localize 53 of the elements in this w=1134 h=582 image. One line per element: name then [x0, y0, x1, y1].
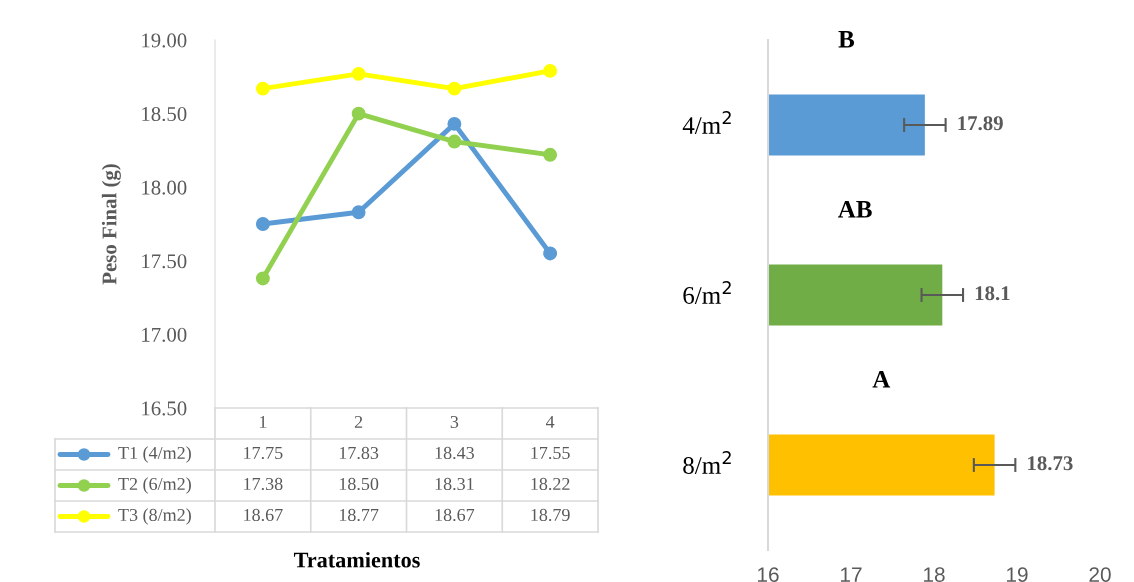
- y-tick-label: 6/m$^{2}$: [683, 281, 731, 304]
- y-tick-label: 18.50: [142, 106, 187, 122]
- point: [543, 63, 558, 78]
- x-tick-label: 16: [758, 567, 779, 582]
- point: [447, 81, 462, 96]
- category-label: 1: [259, 415, 267, 428]
- point: [543, 147, 558, 162]
- data-label: 17.75: [244, 446, 283, 460]
- data-label: 18.79: [531, 508, 570, 522]
- point: [447, 134, 462, 149]
- x-tick-label: 19: [1007, 567, 1028, 582]
- point: [255, 271, 270, 286]
- data-label: 18.43: [435, 446, 474, 460]
- point: [447, 116, 462, 131]
- y-tick-label: 17.50: [142, 254, 187, 269]
- y-tick-label: 19.00: [142, 33, 187, 48]
- x-tick-label: 20: [1089, 567, 1111, 582]
- data-label: 17.83: [339, 446, 379, 460]
- annotation: B: [838, 31, 855, 48]
- data-label: 17.89: [958, 116, 1003, 131]
- point: [351, 205, 366, 220]
- x-tick-label: 17: [841, 567, 862, 582]
- data-label: 18.67: [244, 508, 283, 522]
- data-label: 17.38: [244, 477, 283, 491]
- data-label: 18.22: [531, 477, 570, 491]
- y-tick-label: 17.00: [142, 327, 187, 342]
- data-label: 18.67: [435, 508, 475, 522]
- data-label: 18.31: [435, 477, 474, 491]
- annotation: AB: [838, 200, 872, 218]
- y-tick-label: 18.00: [142, 180, 187, 195]
- data-label: 17.55: [531, 446, 570, 460]
- legend-label: T3 (8/m2): [118, 508, 191, 525]
- legend-label: T1 (4/m2): [118, 446, 191, 463]
- x-tick-label: 18: [924, 567, 945, 582]
- point: [351, 66, 366, 81]
- annotation: A: [872, 370, 891, 388]
- point: [543, 246, 558, 261]
- point: [351, 106, 366, 121]
- category-label: 3: [450, 415, 459, 429]
- y-axis-title: Peso Final (g): [101, 164, 121, 285]
- y-tick-label: 8/m$^{2}$: [683, 451, 731, 474]
- data-label: 18.1: [975, 286, 1010, 301]
- data-label: 18.73: [1028, 456, 1073, 471]
- x-axis-title: Tratamientos: [293, 551, 420, 568]
- point: [255, 217, 270, 231]
- data-label: 18.50: [339, 477, 379, 491]
- data-label: 18.77: [339, 508, 379, 522]
- y-tick-label: 4/m$^{2}$: [682, 111, 731, 134]
- legend-label: T2 (6/m2): [118, 477, 191, 494]
- point: [255, 81, 270, 96]
- y-tick-label: 16.50: [142, 401, 187, 416]
- category-label: 2: [354, 415, 363, 428]
- category-label: 4: [545, 415, 555, 428]
